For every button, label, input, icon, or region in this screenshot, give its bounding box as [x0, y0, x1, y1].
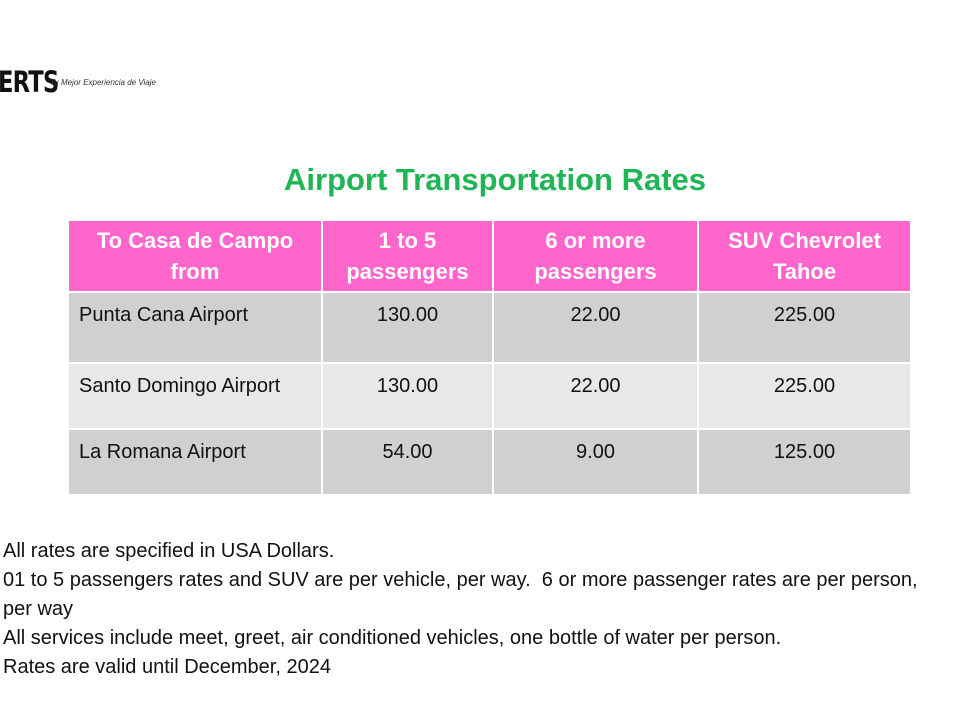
table-row: Punta Cana Airport 130.00 22.00 225.00	[67, 291, 912, 364]
column-header-1-5-passengers: 1 to 5 passengers	[321, 219, 494, 293]
note-per-way: per way	[3, 598, 74, 620]
table-header-row: To Casa de Campo from 1 to 5 passengers …	[67, 219, 912, 293]
rate-cell: 125.00	[697, 428, 912, 496]
page-title: Airport Transportation Rates	[284, 162, 706, 197]
note-currency: All rates are specified in USA Dollars.	[3, 540, 335, 562]
rate-cell: 9.00	[492, 428, 699, 496]
rate-cell: 130.00	[321, 362, 494, 430]
logo-tagline: Tu Mejor Experiencia de Viaje	[50, 78, 156, 87]
rate-cell: 54.00	[321, 428, 494, 496]
rates-table: To Casa de Campo from 1 to 5 passengers …	[67, 219, 912, 496]
route-cell: Punta Cana Airport	[67, 291, 323, 364]
column-header-suv: SUV Chevrolet Tahoe	[697, 219, 912, 293]
logo-wordmark: ERTS	[0, 64, 59, 99]
rate-notes: All rates are specified in USA Dollars. …	[3, 537, 958, 682]
note-per-vehicle: 01 to 5 passengers rates and SUV are per…	[3, 569, 918, 591]
table-row: La Romana Airport 54.00 9.00 125.00	[67, 428, 912, 496]
column-header-6-plus-passengers: 6 or more passengers	[492, 219, 699, 293]
rate-cell: 22.00	[492, 291, 699, 364]
note-validity: Rates are valid until December, 2024	[3, 656, 331, 678]
company-logo: ERTS Tu Mejor Experiencia de Viaje	[0, 64, 156, 100]
rate-cell: 225.00	[697, 362, 912, 430]
rate-cell: 225.00	[697, 291, 912, 364]
table-row: Santo Domingo Airport 130.00 22.00 225.0…	[67, 362, 912, 430]
route-cell: La Romana Airport	[67, 428, 323, 496]
rate-cell: 130.00	[321, 291, 494, 364]
note-services: All services include meet, greet, air co…	[3, 627, 782, 649]
rate-cell: 22.00	[492, 362, 699, 430]
column-header-route: To Casa de Campo from	[67, 219, 323, 293]
route-cell: Santo Domingo Airport	[67, 362, 323, 430]
